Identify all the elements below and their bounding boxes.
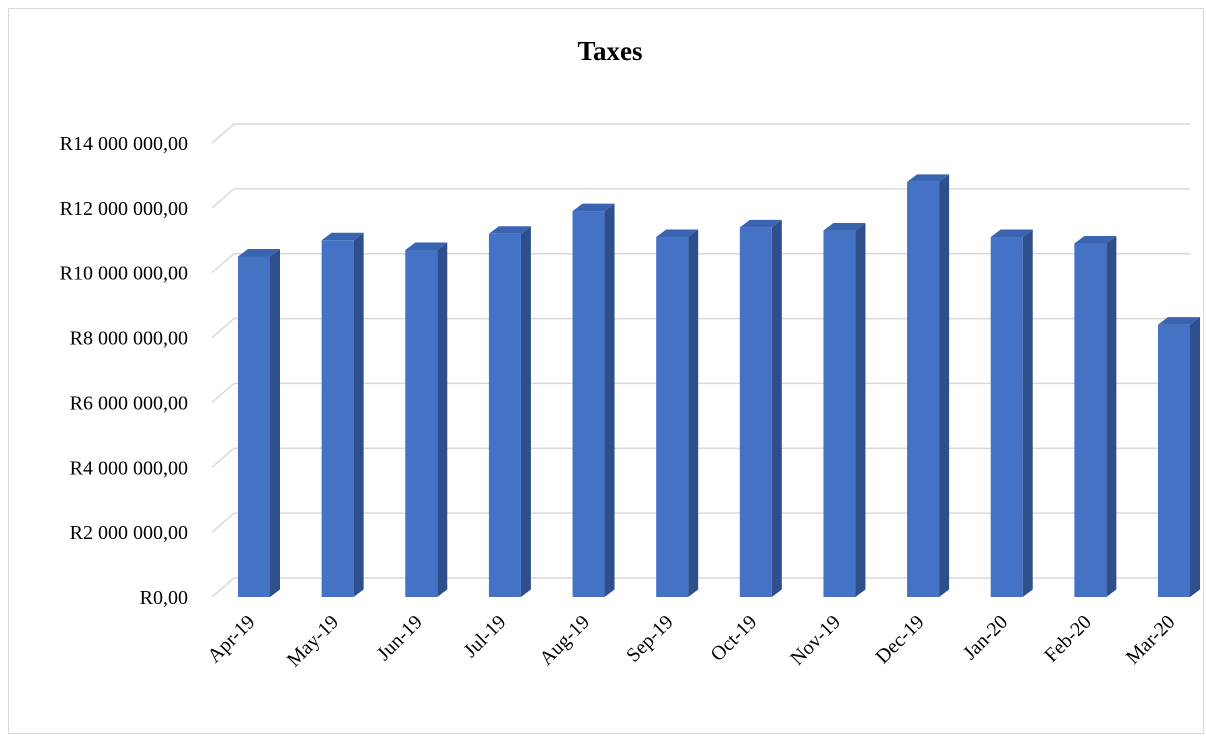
bar-top [739, 219, 782, 228]
bar-side [270, 249, 280, 597]
gridline-slant [211, 577, 235, 598]
bar-side [353, 232, 364, 598]
bar-side [688, 229, 699, 598]
bar-top [656, 229, 699, 238]
x-tick-label: Sep-19 [622, 611, 678, 667]
gridline-slant [211, 447, 235, 468]
bar-side [1022, 229, 1033, 598]
bar [823, 230, 856, 598]
bar-top [823, 223, 866, 231]
x-tick-label: May-19 [283, 611, 343, 671]
bar-top [405, 242, 448, 251]
y-tick-label: R2 000 000,00 [70, 522, 188, 544]
bar-top [572, 203, 615, 212]
gridline-slant [211, 318, 235, 339]
bar-side [1106, 236, 1117, 597]
x-tick-label: Mar-20 [1122, 611, 1180, 669]
x-tick-label: Dec-19 [871, 611, 928, 668]
bar-top [990, 229, 1033, 238]
x-tick-label: Feb-20 [1040, 611, 1096, 667]
bar-top [1158, 317, 1200, 325]
bar-side [520, 226, 531, 598]
y-tick-label: R8 000 000,00 [70, 328, 188, 350]
y-tick-label: R0,00 [140, 587, 188, 609]
bar [1158, 324, 1190, 597]
y-tick-label: R4 000 000,00 [70, 457, 188, 479]
bar [990, 237, 1023, 598]
gridline-slant [211, 123, 235, 144]
bar-side [1190, 317, 1200, 597]
bar [656, 237, 689, 598]
gridline-slant [211, 253, 235, 274]
x-tick-label: Aug-19 [535, 611, 594, 670]
gridline-slant [211, 382, 235, 403]
x-tick-label: Jan-20 [959, 611, 1012, 664]
bar [321, 240, 354, 598]
bar-top [238, 249, 280, 257]
bar-top [321, 232, 364, 241]
gridline-slant [211, 512, 235, 533]
y-tick-label: R6 000 000,00 [70, 392, 188, 414]
bar-top [907, 174, 950, 182]
chart-title: Taxes [577, 36, 643, 66]
bar [405, 250, 438, 597]
bar [907, 181, 940, 597]
bar-top [1074, 236, 1117, 244]
x-tick-label: Apr-19 [203, 611, 259, 667]
bar-side [939, 174, 950, 597]
bar-side [771, 219, 782, 598]
x-tick-label: Oct-19 [707, 611, 762, 666]
bar-side [855, 223, 866, 598]
y-tick-label: R10 000 000,00 [60, 263, 188, 285]
bar [238, 256, 270, 597]
bar-side [604, 203, 615, 597]
x-tick-label: Jul-19 [460, 611, 511, 662]
y-tick-label: R14 000 000,00 [60, 133, 188, 155]
x-tick-label: Nov-19 [786, 611, 845, 670]
bar [1074, 243, 1107, 597]
gridline-slant [211, 188, 235, 209]
bar [572, 211, 605, 597]
bar-top [488, 226, 531, 234]
bar-side [437, 242, 448, 597]
x-tick-label: Jun-19 [373, 611, 427, 665]
bar [739, 227, 772, 598]
bar [488, 233, 521, 598]
y-tick-label: R12 000 000,00 [60, 198, 188, 220]
